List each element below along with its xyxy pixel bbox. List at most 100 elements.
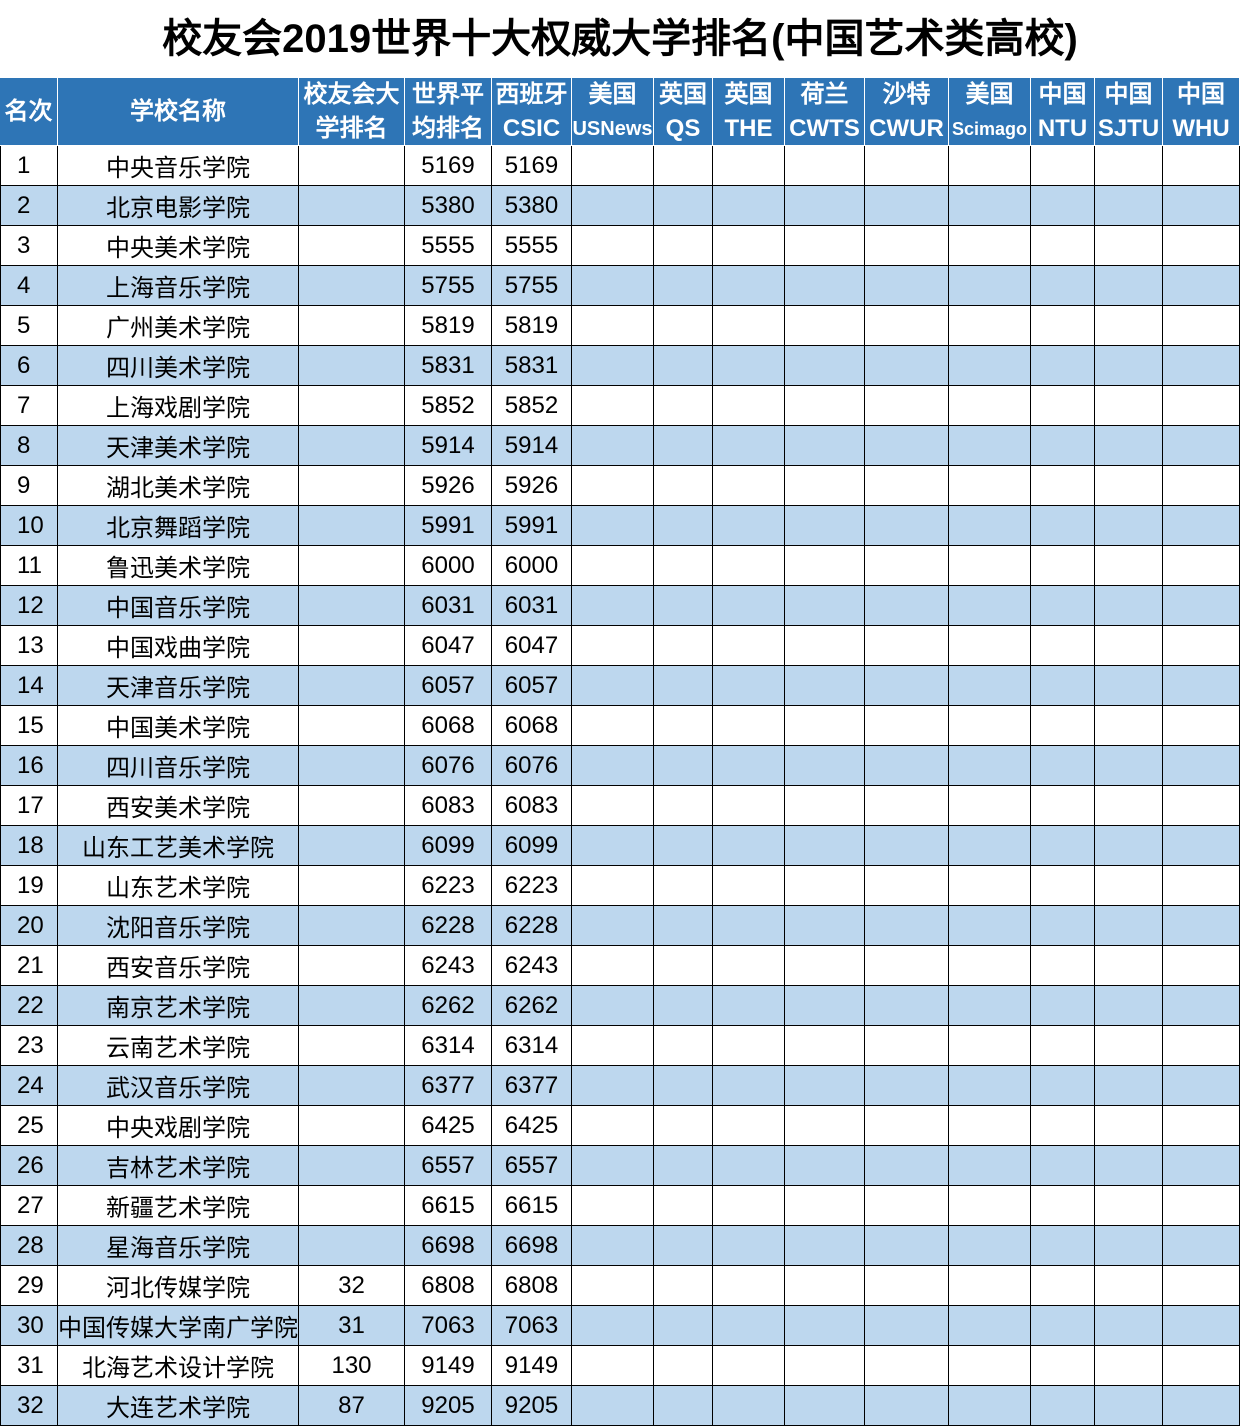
empty-cell — [654, 1386, 713, 1426]
empty-cell — [1031, 346, 1095, 386]
empty-cell — [949, 426, 1031, 466]
cell-name: 中国音乐学院 — [58, 586, 299, 626]
empty-cell — [1095, 666, 1163, 706]
empty-cell — [1163, 1146, 1240, 1186]
empty-cell — [572, 1266, 654, 1306]
empty-cell — [654, 1266, 713, 1306]
empty-cell — [1095, 1026, 1163, 1066]
empty-cell — [654, 586, 713, 626]
empty-cell — [1095, 986, 1163, 1026]
cell-world: 5831 — [405, 346, 492, 386]
empty-cell — [654, 226, 713, 266]
empty-cell — [572, 386, 654, 426]
empty-cell — [299, 946, 405, 986]
cell-name: 天津美术学院 — [58, 426, 299, 466]
cell-csic: 6262 — [492, 986, 572, 1026]
cell-csic: 6068 — [492, 706, 572, 746]
empty-cell — [1031, 226, 1095, 266]
cell-name: 沈阳音乐学院 — [58, 906, 299, 946]
empty-cell — [785, 346, 865, 386]
cell-name: 天津音乐学院 — [58, 666, 299, 706]
empty-cell — [713, 586, 785, 626]
cell-rank: 10 — [0, 506, 58, 546]
cell-world: 6223 — [405, 866, 492, 906]
empty-cell — [654, 1186, 713, 1226]
empty-cell — [713, 666, 785, 706]
cell-world: 6228 — [405, 906, 492, 946]
empty-cell — [1095, 426, 1163, 466]
empty-cell — [572, 1026, 654, 1066]
empty-cell — [1095, 466, 1163, 506]
empty-cell — [572, 266, 654, 306]
cell-world: 5852 — [405, 386, 492, 426]
empty-cell — [865, 626, 949, 666]
header-cell: 名次 — [0, 78, 58, 146]
empty-cell — [1163, 266, 1240, 306]
empty-cell — [1095, 1386, 1163, 1426]
empty-cell — [785, 706, 865, 746]
header-text: 名次 — [4, 98, 53, 125]
header-cell: 荷兰 CWTS — [785, 78, 865, 146]
empty-cell — [654, 506, 713, 546]
header-cell: 美国 Scimago — [949, 78, 1031, 146]
empty-cell — [1031, 1186, 1095, 1226]
empty-cell — [785, 466, 865, 506]
empty-cell — [299, 506, 405, 546]
empty-cell — [572, 1346, 654, 1386]
header-text: NTU — [1037, 115, 1088, 142]
header-cell: 中国 NTU — [1031, 78, 1095, 146]
empty-cell — [949, 866, 1031, 906]
cell-rank: 2 — [0, 186, 58, 226]
cell-rank: 32 — [0, 1386, 58, 1426]
empty-cell — [572, 146, 654, 186]
empty-cell — [865, 866, 949, 906]
empty-cell — [1163, 1186, 1240, 1226]
empty-cell — [865, 1146, 949, 1186]
empty-cell — [654, 706, 713, 746]
cell-rank: 7 — [0, 386, 58, 426]
cell-world: 7063 — [405, 1306, 492, 1346]
empty-cell — [865, 146, 949, 186]
empty-cell — [949, 546, 1031, 586]
empty-cell — [785, 1306, 865, 1346]
empty-cell — [949, 146, 1031, 186]
cell-world: 6099 — [405, 826, 492, 866]
empty-cell — [713, 866, 785, 906]
empty-cell — [865, 906, 949, 946]
cell-name: 上海戏剧学院 — [58, 386, 299, 426]
header-text: 校友会大 — [303, 81, 400, 108]
empty-cell — [1163, 986, 1240, 1026]
empty-cell — [949, 346, 1031, 386]
empty-cell — [299, 786, 405, 826]
empty-cell — [299, 1146, 405, 1186]
header-text: 均排名 — [412, 115, 484, 142]
empty-cell — [1031, 1386, 1095, 1426]
empty-cell — [949, 986, 1031, 1026]
cell-rank: 6 — [0, 346, 58, 386]
cell-rank: 1 — [0, 146, 58, 186]
empty-cell — [713, 426, 785, 466]
cell-csic: 5380 — [492, 186, 572, 226]
empty-cell — [1095, 226, 1163, 266]
cell-rank: 16 — [0, 746, 58, 786]
empty-cell — [1163, 186, 1240, 226]
cell-csic: 5831 — [492, 346, 572, 386]
empty-cell — [713, 546, 785, 586]
empty-cell — [299, 706, 405, 746]
cell-name: 中央音乐学院 — [58, 146, 299, 186]
cell-csic: 6425 — [492, 1106, 572, 1146]
empty-cell — [713, 946, 785, 986]
header-text: SJTU — [1097, 115, 1160, 142]
cell-csic: 5852 — [492, 386, 572, 426]
empty-cell — [654, 346, 713, 386]
empty-cell — [1163, 1346, 1240, 1386]
empty-cell — [949, 186, 1031, 226]
cell-rank: 22 — [0, 986, 58, 1026]
cell-csic: 6031 — [492, 586, 572, 626]
empty-cell — [299, 146, 405, 186]
cell-world: 9205 — [405, 1386, 492, 1426]
empty-cell — [785, 946, 865, 986]
empty-cell — [785, 1186, 865, 1226]
cell-csic: 6083 — [492, 786, 572, 826]
empty-cell — [785, 666, 865, 706]
